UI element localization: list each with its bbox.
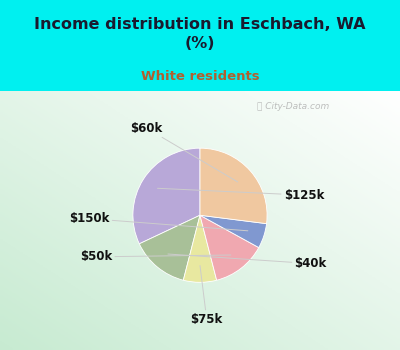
Text: ⓘ City-Data.com: ⓘ City-Data.com [256, 102, 329, 111]
Text: $75k: $75k [190, 266, 223, 326]
Text: $125k: $125k [158, 188, 324, 202]
Wedge shape [200, 215, 266, 247]
Text: $60k: $60k [130, 121, 238, 182]
Wedge shape [200, 148, 267, 224]
Text: $50k: $50k [80, 250, 231, 263]
Text: $150k: $150k [69, 212, 248, 231]
Wedge shape [183, 215, 217, 282]
Text: Income distribution in Eschbach, WA
(%): Income distribution in Eschbach, WA (%) [34, 17, 366, 51]
Wedge shape [139, 215, 200, 280]
Wedge shape [200, 215, 259, 280]
Text: White residents: White residents [141, 70, 259, 83]
Text: $40k: $40k [168, 254, 327, 270]
Wedge shape [133, 148, 200, 244]
